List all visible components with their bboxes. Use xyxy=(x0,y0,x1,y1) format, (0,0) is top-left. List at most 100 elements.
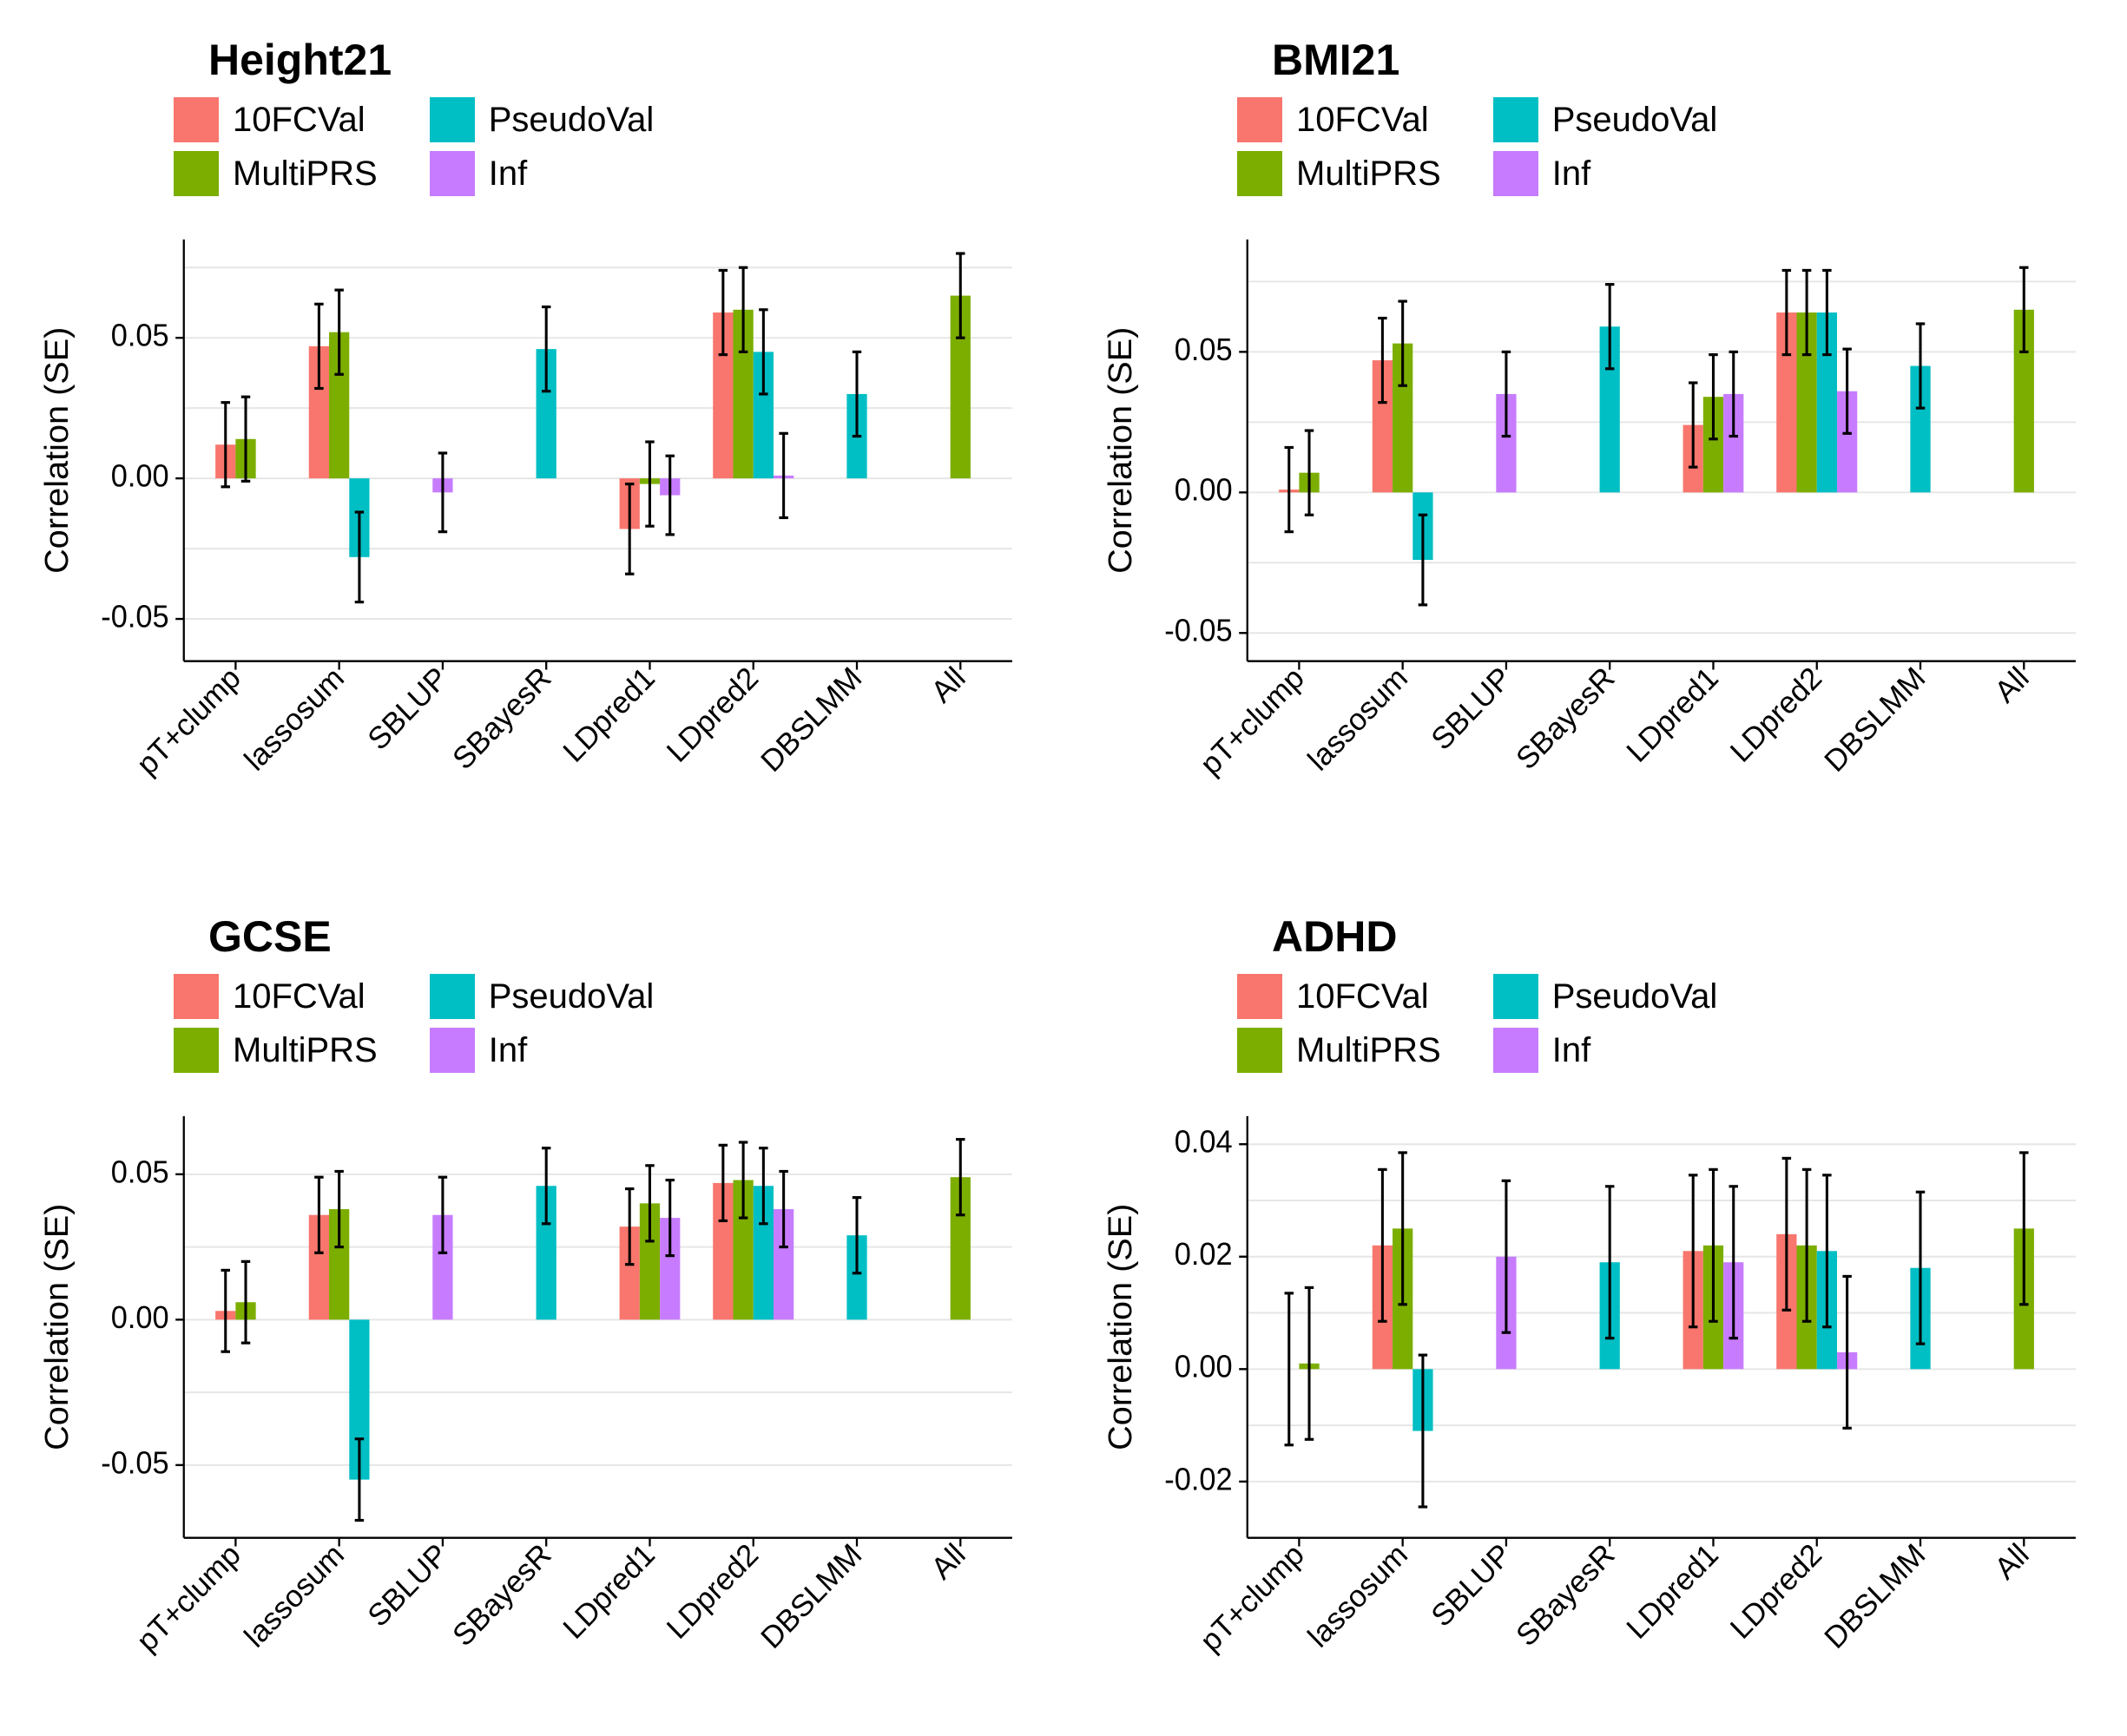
legend-swatch xyxy=(430,151,475,196)
legend-swatch xyxy=(174,97,219,142)
ytick-label: 0.00 xyxy=(1175,1350,1233,1384)
plot-area: -0.02 0.00 0.02 0.04 pT+clumplassosumSBLUPSB… xyxy=(1098,1099,2092,1701)
xtick-label: pT+clump xyxy=(1194,1537,1310,1659)
ytick-label: 0.02 xyxy=(1175,1238,1233,1272)
figure-grid: Height2110FCValPseudoValMultiPRSInf-0.05… xyxy=(0,0,2127,1736)
ytick-label: -0.02 xyxy=(1164,1463,1232,1497)
panel: GCSE 10FCVal PseudoVal MultiPRS Inf -0.05 0.00… xyxy=(35,911,1029,1701)
legend-label: PseudoVal xyxy=(1552,101,1718,140)
legend-item: PseudoVal xyxy=(1493,97,1718,142)
legend-item: MultiPRS xyxy=(1237,1028,1441,1073)
xtick-label: SBayesR xyxy=(446,1537,557,1653)
xtick-label: LDpred1 xyxy=(556,661,661,769)
legend-label: MultiPRS xyxy=(233,155,378,194)
legend-swatch xyxy=(1493,151,1538,196)
xtick-label: SBLUP xyxy=(361,1537,454,1634)
legend-item: Inf xyxy=(1493,151,1718,196)
legend-item: MultiPRS xyxy=(1237,151,1441,196)
xtick-label: pT+clump xyxy=(130,1537,247,1659)
legend-item: MultiPRS xyxy=(174,1028,378,1073)
xtick-label: SBLUP xyxy=(361,661,454,757)
ytick-label: 0.04 xyxy=(1175,1125,1233,1160)
legend-label: 10FCVal xyxy=(233,977,365,1016)
xtick-label: LDpred1 xyxy=(556,1537,661,1646)
legend-label: 10FCVal xyxy=(233,101,365,140)
xtick-label: DBSLMM xyxy=(1818,1537,1932,1655)
legend-item: MultiPRS xyxy=(174,151,378,196)
legend-label: PseudoVal xyxy=(489,977,655,1016)
panel-title: GCSE xyxy=(208,911,1029,962)
xtick-label: LDpred2 xyxy=(1724,1537,1828,1646)
xtick-label: lassosum xyxy=(238,661,351,778)
ytick-label: -0.05 xyxy=(101,600,168,635)
plot-svg: -0.02 0.00 0.02 0.04 pT+clumplassosumSBLUPSB… xyxy=(1098,1099,2092,1701)
xtick-label: DBSLMM xyxy=(754,661,868,779)
legend-swatch xyxy=(430,974,475,1019)
legend-item: 10FCVal xyxy=(1237,974,1441,1019)
bars-group xyxy=(1279,267,2034,605)
panel-title: ADHD xyxy=(1272,911,2092,962)
legend-swatch xyxy=(1493,1028,1538,1073)
xtick-label: lassosum xyxy=(1301,1537,1414,1654)
plot-area: -0.05 0.00 0.05 pT+clumplassosumSBLUPSBayes… xyxy=(1098,222,2092,825)
xtick-label: LDpred2 xyxy=(661,1537,765,1646)
plot-area: -0.050.000.05pT+clumplassosumSBLUPSBayes… xyxy=(35,222,1029,825)
yaxis-label: Correlation (SE) xyxy=(39,327,76,574)
xtick-label: All xyxy=(925,1537,971,1586)
legend: 10FCVal PseudoVal MultiPRS Inf xyxy=(174,974,654,1073)
plot-svg: -0.050.000.05pT+clumplassosumSBLUPSBayes… xyxy=(35,222,1029,825)
legend-label: 10FCVal xyxy=(1296,977,1429,1016)
legend-swatch xyxy=(430,1028,475,1073)
legend-swatch xyxy=(1237,1028,1282,1073)
legend-item: 10FCVal xyxy=(174,97,378,142)
plot-svg: -0.050.000.05pT+clumplassosumSBLUPSBayes… xyxy=(35,1099,1029,1701)
xtick-label: All xyxy=(925,661,971,709)
legend: 10FCVal PseudoVal MultiPRS Inf xyxy=(1237,974,1717,1073)
legend-label: PseudoVal xyxy=(489,101,655,140)
legend-item: PseudoVal xyxy=(430,974,655,1019)
xtick-label: SBLUP xyxy=(1425,1537,1518,1634)
ytick-label: 0.00 xyxy=(111,1300,169,1335)
xtick-label: lassosum xyxy=(1301,661,1414,778)
legend-label: Inf xyxy=(1552,155,1590,194)
panel: BMI21 10FCVal PseudoVal MultiPRS Inf -0.05 0.0… xyxy=(1098,35,2092,825)
ytick-label: 0.05 xyxy=(1175,332,1233,367)
legend-swatch xyxy=(1237,97,1282,142)
legend-item: Inf xyxy=(1493,1028,1718,1073)
panel-title: BMI21 xyxy=(1272,35,2092,85)
ytick-label: -0.05 xyxy=(1164,614,1232,648)
xtick-label: pT+clump xyxy=(130,661,247,782)
legend-swatch xyxy=(174,1028,219,1073)
ytick-label: -0.05 xyxy=(101,1446,168,1481)
xtick-label: SBLUP xyxy=(1425,661,1518,757)
bars-group xyxy=(215,253,971,602)
legend-swatch xyxy=(174,974,219,1019)
panel: Height2110FCValPseudoValMultiPRSInf-0.05… xyxy=(35,35,1029,825)
xtick-label: LDpred2 xyxy=(1724,661,1828,769)
legend-item: Inf xyxy=(430,1028,655,1073)
legend: 10FCVal PseudoVal MultiPRS Inf xyxy=(1237,97,1717,196)
legend-item: 10FCVal xyxy=(174,974,378,1019)
bars-group xyxy=(1285,1153,2034,1507)
legend-label: Inf xyxy=(489,155,527,194)
xtick-label: pT+clump xyxy=(1194,661,1310,782)
xtick-label: SBayesR xyxy=(1510,661,1621,776)
xtick-label: LDpred1 xyxy=(1620,1537,1724,1646)
legend-label: Inf xyxy=(1552,1031,1590,1070)
ytick-label: 0.00 xyxy=(1175,473,1233,508)
plot-area: -0.050.000.05pT+clumplassosumSBLUPSBayes… xyxy=(35,1099,1029,1701)
xtick-label: All xyxy=(1988,1537,2035,1586)
legend-label: MultiPRS xyxy=(233,1031,378,1070)
legend-label: 10FCVal xyxy=(1296,101,1429,140)
yaxis-label: Correlation (SE) xyxy=(1103,1204,1139,1450)
legend-swatch xyxy=(174,151,219,196)
ytick-label: 0.00 xyxy=(111,459,169,494)
xtick-label: DBSLMM xyxy=(754,1537,868,1655)
xtick-label: DBSLMM xyxy=(1818,661,1932,779)
legend-item: PseudoVal xyxy=(1493,974,1718,1019)
legend: 10FCVal PseudoVal MultiPRS Inf xyxy=(174,97,654,196)
legend-swatch xyxy=(1237,151,1282,196)
ytick-label: 0.05 xyxy=(111,319,169,353)
xtick-label: lassosum xyxy=(238,1537,351,1654)
xtick-label: SBayesR xyxy=(1510,1537,1621,1653)
